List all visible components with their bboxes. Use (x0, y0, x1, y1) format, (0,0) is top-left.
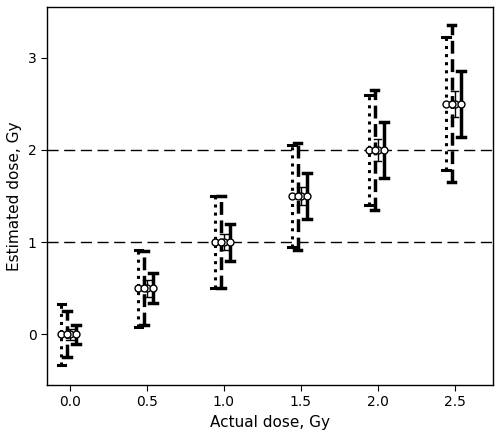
X-axis label: Actual dose, Gy: Actual dose, Gy (210, 415, 330, 430)
Y-axis label: Estimated dose, Gy: Estimated dose, Gy (7, 121, 22, 271)
